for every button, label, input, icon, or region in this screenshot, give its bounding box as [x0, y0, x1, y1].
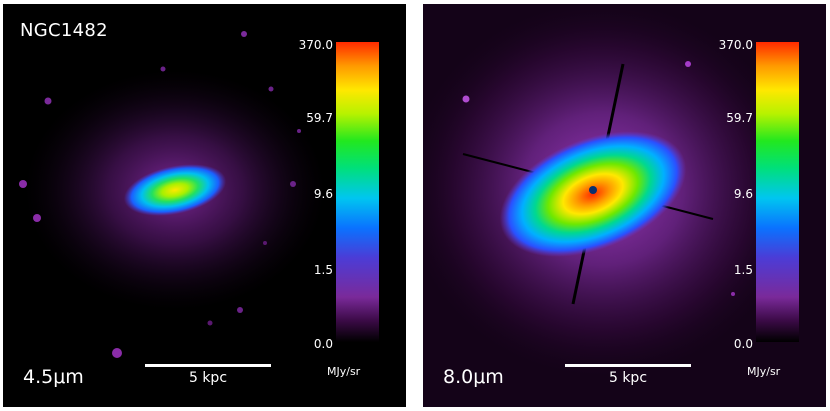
colorbar-tick: 1.5: [733, 263, 753, 277]
colorbar-tick: 59.7: [726, 111, 753, 125]
colorbar-tick: 59.7: [306, 111, 333, 125]
colorbar: [756, 42, 799, 342]
colorbar-tick: 9.6: [733, 187, 753, 201]
colorbar-tick: 370.0: [298, 38, 333, 52]
colorbar-tick: 9.6: [313, 187, 333, 201]
colorbar-tick: 370.0: [718, 38, 753, 52]
scale-bar-label: 5 kpc: [608, 370, 648, 386]
colorbar-tick: 1.5: [313, 263, 333, 277]
scale-bar: [565, 364, 691, 367]
colorbar-unit: MJy/sr: [327, 365, 361, 378]
image-panel-4.5um: NGC1482 370.0 59.7 9.6 1.5 0.0 MJy/sr 4.…: [3, 4, 406, 407]
galaxy-name: NGC1482: [20, 20, 108, 41]
scale-bar-label: 5 kpc: [188, 370, 228, 386]
colorbar: [336, 42, 379, 342]
colorbar-tick: 0.0: [313, 337, 333, 351]
image-panel-8.0um: 370.0 59.7 9.6 1.5 0.0 MJy/sr 8.0μm 5 kp…: [423, 4, 826, 407]
scale-bar: [145, 364, 271, 367]
colorbar-tick: 0.0: [733, 337, 753, 351]
band-label: 4.5μm: [23, 366, 84, 388]
band-label: 8.0μm: [443, 366, 504, 388]
colorbar-unit: MJy/sr: [747, 365, 781, 378]
galaxy-image-4.5um: [19, 31, 325, 358]
